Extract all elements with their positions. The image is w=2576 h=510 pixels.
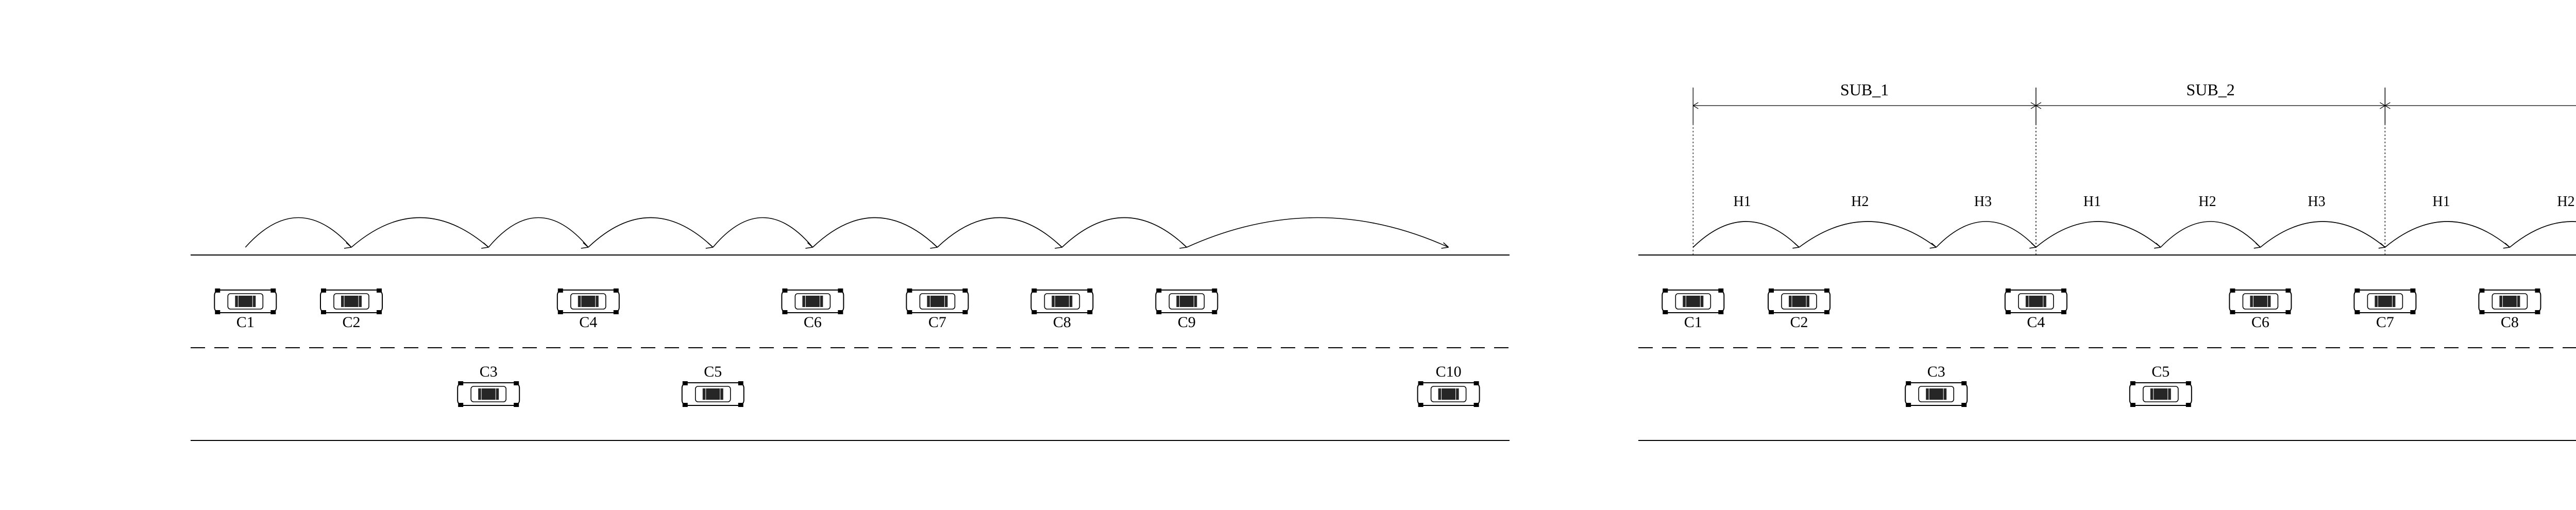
hop-arc-C6-C7 [812, 218, 937, 248]
car-label-C5-right: C5 [2151, 363, 2170, 380]
h-arc-SUB_2-0 [2036, 222, 2161, 247]
car-label-C9-left: C9 [1178, 314, 1196, 331]
h-label-SUB_1-1: H2 [1851, 194, 1869, 210]
arrow-head-icon [2029, 243, 2036, 248]
car-C4-left [557, 288, 619, 314]
arrow-head-icon [2379, 243, 2385, 248]
car-label-C2-right: C2 [1790, 314, 1808, 331]
car-label-C1-right: C1 [1684, 314, 1702, 331]
car-label-C6-right: C6 [2251, 314, 2269, 331]
h-arc-SUB_3-0 [2385, 222, 2510, 247]
arrow-head-icon [2503, 243, 2510, 248]
arrow-head-icon [2254, 243, 2261, 248]
arrow-head-icon [1930, 243, 1937, 248]
car-C3-right [1905, 381, 1967, 407]
h-label-SUB_2-1: H2 [2198, 194, 2216, 210]
car-label-C6-left: C6 [804, 314, 822, 331]
h-label-SUB_3-0: H1 [2432, 194, 2450, 210]
car-C5-left [682, 381, 744, 407]
car-label-C8-right: C8 [2501, 314, 2519, 331]
arrow-head-icon [2154, 243, 2161, 248]
hop-arc-C4-C5 [588, 218, 713, 248]
hop-arc-C5-C6 [713, 218, 813, 248]
arrow-head-icon [706, 243, 713, 248]
h-label-SUB_2-0: H1 [2083, 194, 2101, 210]
hop-arc-C8-C9 [1062, 218, 1187, 248]
car-label-C1-left: C1 [236, 314, 255, 331]
h-arc-SUB_1-1 [1799, 222, 1936, 247]
car-C8-right [2479, 288, 2540, 314]
car-C10-left [1418, 381, 1480, 407]
hop-arc-C3-C4 [488, 218, 588, 248]
hop-arc-C7-C8 [937, 218, 1062, 248]
arrow-head-icon [1792, 243, 1799, 248]
car-label-C4-right: C4 [2027, 314, 2045, 331]
car-C9-left [1156, 288, 1217, 314]
car-label-C3-left: C3 [480, 363, 498, 380]
h-arc-SUB_3-1 [2510, 222, 2576, 247]
arrow-head-icon [481, 243, 488, 248]
arrow-head-icon [1055, 243, 1062, 248]
car-label-C10-left: C10 [1436, 363, 1462, 380]
car-C7-left [906, 288, 968, 314]
h-arc-SUB_1-0 [1693, 222, 1799, 247]
car-C5-right [2130, 381, 2192, 407]
car-label-C2-left: C2 [342, 314, 360, 331]
h-arc-SUB_2-2 [2260, 222, 2385, 247]
car-C2-left [320, 288, 382, 314]
car-C2-right [1768, 288, 1830, 314]
car-C1-right [1662, 288, 1724, 314]
hop-arc-C1-C2 [245, 218, 351, 248]
car-C6-right [2229, 288, 2291, 314]
car-label-C7-right: C7 [2376, 314, 2394, 331]
car-C6-left [782, 288, 843, 314]
h-label-SUB_1-0: H1 [1733, 194, 1751, 210]
h-arc-SUB_1-2 [1936, 222, 2036, 247]
h-label-SUB_1-2: H3 [1974, 194, 1992, 210]
car-label-C3-right: C3 [1927, 363, 1945, 380]
car-label-C8-left: C8 [1053, 314, 1071, 331]
car-label-C4-left: C4 [579, 314, 597, 331]
h-arc-SUB_2-1 [2161, 222, 2261, 247]
car-label-C7-left: C7 [928, 314, 946, 331]
arrow-head-icon [1179, 243, 1187, 248]
car-C7-right [2354, 288, 2416, 314]
sub-label-1: SUB_2 [2186, 80, 2234, 99]
car-label-C5-left: C5 [704, 363, 722, 380]
h-label-SUB_3-1: H2 [2557, 194, 2574, 210]
hop-arc-C2-C3 [351, 218, 488, 248]
arrow-head-icon [930, 243, 937, 248]
h-label-SUB_2-2: H3 [2308, 194, 2325, 210]
car-C3-left [457, 381, 519, 407]
sub-label-0: SUB_1 [1840, 80, 1889, 99]
car-C1-left [214, 288, 276, 314]
car-C4-right [2005, 288, 2067, 314]
hop-arc-C9-C10 [1187, 218, 1448, 248]
car-C8-left [1031, 288, 1093, 314]
